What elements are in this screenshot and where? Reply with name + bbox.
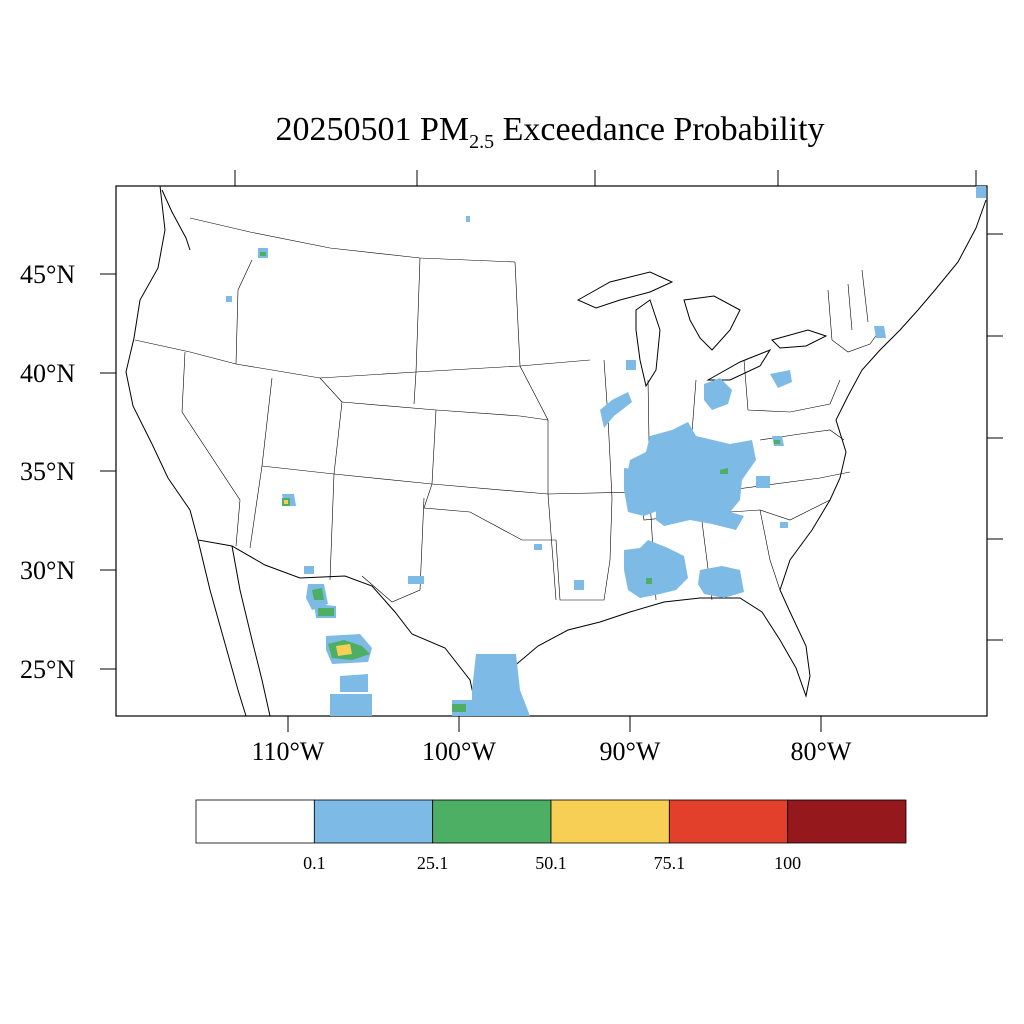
colorbar-swatch (432, 799, 552, 844)
title-prefix: 20250501 PM (275, 111, 470, 148)
colorbar-label: 75.1 (654, 853, 686, 873)
lat-label-25: 25°N (20, 655, 75, 684)
map-ticks (100, 170, 1003, 732)
colorbar-swatch (195, 799, 315, 844)
lon-label-80w: 80°W (791, 737, 852, 766)
page-title: 20250501 PM2.5 Exceedance Probability (0, 110, 1024, 162)
colorbar-label: 50.1 (535, 853, 567, 873)
title-suffix: Exceedance Probability (494, 111, 825, 148)
latitude-labels: 45°N 40°N 35°N 30°N 25°N (20, 260, 75, 684)
colorbar-label: 25.1 (417, 853, 449, 873)
map-frame (115, 185, 988, 717)
colorbar-swatch (668, 799, 789, 844)
colorbar-label: 100 (774, 853, 801, 873)
lat-label-40: 40°N (20, 359, 75, 388)
coastline (125, 185, 987, 717)
lon-label-90w: 90°W (600, 737, 661, 766)
great-lakes (576, 271, 828, 388)
lat-label-35: 35°N (20, 457, 75, 486)
probability-low (226, 186, 986, 716)
longitude-labels: 110°W 100°W 90°W 80°W (252, 737, 852, 766)
colorbar-swatch (313, 799, 434, 844)
title-subscript: 2.5 (469, 130, 495, 153)
colorbar-swatch (550, 799, 670, 844)
lon-label-100w: 100°W (422, 737, 496, 766)
lon-label-110w: 110°W (252, 737, 325, 766)
colorbar: 0.1 25.1 50.1 75.1 100 (195, 799, 907, 873)
lat-label-30: 30°N (20, 556, 75, 585)
probability-high (284, 500, 352, 656)
colorbar-swatch (787, 799, 907, 844)
colorbar-label: 0.1 (303, 853, 326, 873)
lat-label-45: 45°N (20, 260, 75, 289)
